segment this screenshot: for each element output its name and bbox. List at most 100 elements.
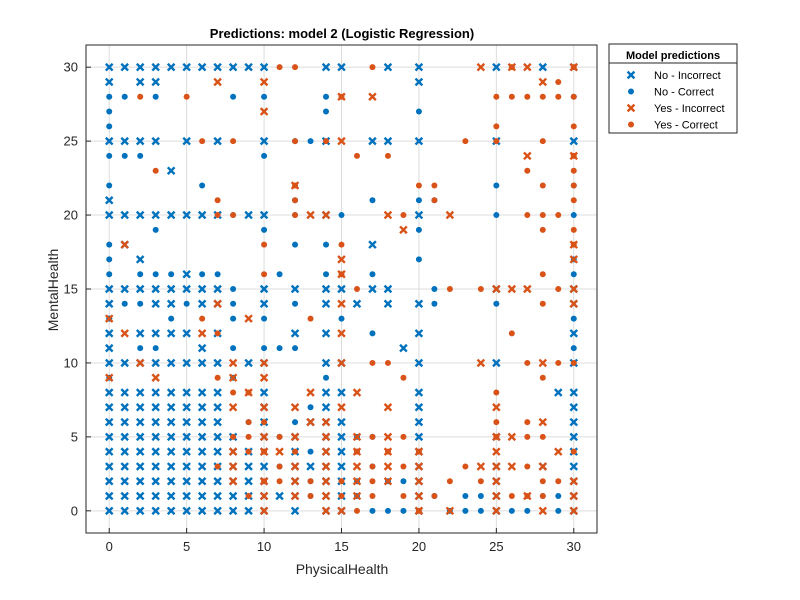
data-point-no-incorrect xyxy=(135,210,145,220)
data-point-yes-correct xyxy=(261,271,268,278)
data-point-yes-correct xyxy=(555,212,562,219)
data-point-no-incorrect xyxy=(151,506,160,516)
data-point-no-incorrect xyxy=(166,284,176,294)
data-point-yes-correct xyxy=(245,419,252,426)
data-point-no-correct xyxy=(431,300,438,307)
data-point-no-incorrect xyxy=(197,358,207,368)
data-point-no-incorrect xyxy=(166,299,176,309)
chart-title: Predictions: model 2 (Logistic Regressio… xyxy=(210,26,474,41)
data-point-yes-correct xyxy=(462,138,469,145)
legend-label-no-incorrect: No - Incorrect xyxy=(654,70,721,82)
data-point-no-correct xyxy=(292,345,299,352)
data-point-no-correct xyxy=(369,330,376,337)
data-point-yes-incorrect xyxy=(321,447,331,456)
data-point-yes-correct xyxy=(214,330,221,337)
data-point-no-incorrect xyxy=(569,329,579,338)
data-point-yes-incorrect xyxy=(476,358,486,368)
data-point-no-incorrect xyxy=(182,462,191,471)
data-point-no-correct xyxy=(106,182,113,189)
data-point-yes-correct xyxy=(539,182,546,189)
data-point-no-incorrect xyxy=(213,136,222,146)
data-point-no-incorrect xyxy=(104,447,114,456)
data-point-no-incorrect xyxy=(166,462,176,471)
data-point-no-incorrect xyxy=(538,62,548,72)
data-point-no-incorrect xyxy=(104,358,114,368)
data-point-yes-correct xyxy=(570,64,577,71)
data-point-no-correct xyxy=(137,300,144,307)
data-point-yes-correct xyxy=(369,478,376,485)
data-point-no-correct xyxy=(214,271,221,278)
data-point-yes-correct xyxy=(570,167,577,174)
legend-items: No - Incorrect No - Correct Yes - Incorrec… xyxy=(626,70,725,132)
data-point-no-incorrect xyxy=(414,432,424,442)
data-point-yes-correct xyxy=(292,212,299,219)
data-point-yes-correct xyxy=(323,138,330,145)
data-point-no-incorrect xyxy=(182,358,191,368)
data-point-no-correct xyxy=(168,315,175,322)
data-point-no-incorrect xyxy=(213,62,222,72)
data-point-no-correct xyxy=(230,300,237,307)
data-point-yes-correct xyxy=(307,493,314,500)
data-point-no-incorrect xyxy=(135,432,145,442)
data-point-no-incorrect xyxy=(151,417,160,427)
data-point-no-incorrect xyxy=(166,447,176,456)
legend-label-yes-incorrect: Yes - Incorrect xyxy=(654,103,725,115)
data-point-yes-correct xyxy=(524,167,531,174)
data-point-no-correct xyxy=(230,286,237,292)
data-point-yes-incorrect xyxy=(538,358,548,368)
data-point-no-correct xyxy=(369,271,376,278)
x-tick-label: 0 xyxy=(106,539,113,554)
data-point-yes-correct xyxy=(493,123,500,130)
data-point-no-incorrect xyxy=(120,284,129,294)
data-point-no-incorrect xyxy=(244,210,253,220)
data-point-no-correct xyxy=(261,315,268,322)
legend-marker-no-incorrect xyxy=(626,70,636,80)
data-point-yes-correct xyxy=(369,433,376,440)
data-point-no-incorrect xyxy=(135,255,145,264)
data-point-no-incorrect xyxy=(492,62,501,72)
data-point-yes-incorrect xyxy=(228,358,238,368)
data-point-yes-incorrect xyxy=(228,447,238,456)
data-point-no-incorrect xyxy=(414,210,424,220)
data-point-no-incorrect xyxy=(259,388,269,397)
data-point-yes-correct xyxy=(214,212,221,219)
data-point-yes-incorrect xyxy=(290,403,300,412)
data-point-no-incorrect xyxy=(135,462,145,471)
data-point-yes-correct xyxy=(384,359,391,366)
data-point-yes-correct xyxy=(539,138,546,145)
data-point-yes-incorrect xyxy=(492,447,501,456)
data-point-no-incorrect xyxy=(321,62,331,72)
data-point-no-incorrect xyxy=(182,417,191,427)
data-point-yes-incorrect xyxy=(259,403,269,412)
data-point-yes-incorrect xyxy=(383,432,393,442)
data-point-no-incorrect xyxy=(383,62,393,72)
data-point-yes-incorrect xyxy=(414,491,424,501)
data-point-yes-incorrect xyxy=(554,447,563,456)
data-point-no-incorrect xyxy=(337,417,346,427)
data-point-no-incorrect xyxy=(166,329,176,338)
data-point-yes-correct xyxy=(152,167,159,174)
y-axis-label: MentalHealth xyxy=(45,249,61,332)
data-point-yes-incorrect xyxy=(135,358,145,368)
data-point-yes-incorrect xyxy=(275,447,284,456)
data-point-yes-correct xyxy=(446,478,453,485)
data-point-yes-incorrect xyxy=(337,403,346,412)
data-point-no-incorrect xyxy=(166,476,176,486)
data-point-yes-incorrect xyxy=(290,491,300,501)
data-point-yes-correct xyxy=(292,182,299,189)
data-point-yes-incorrect xyxy=(538,462,548,471)
data-point-no-incorrect xyxy=(368,240,377,249)
data-point-yes-correct xyxy=(555,78,562,85)
data-point-no-incorrect xyxy=(352,299,362,309)
data-point-yes-correct xyxy=(353,152,360,159)
data-point-yes-correct xyxy=(214,463,221,470)
data-point-yes-incorrect xyxy=(290,462,300,471)
data-point-no-incorrect xyxy=(275,491,284,501)
data-point-yes-correct xyxy=(431,197,438,204)
data-point-no-incorrect xyxy=(104,62,114,72)
data-point-no-correct xyxy=(137,271,144,278)
data-point-no-incorrect xyxy=(151,462,160,471)
data-point-no-incorrect xyxy=(414,136,424,146)
data-point-no-correct xyxy=(555,507,562,514)
